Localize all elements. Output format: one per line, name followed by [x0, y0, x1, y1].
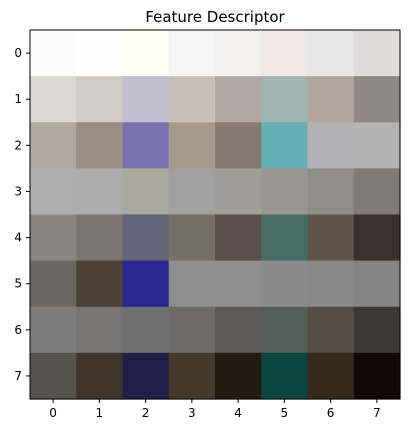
heatmap-cell-r3-c2	[122, 168, 170, 216]
x-axis: 0 1 2 3 4 5 6 7	[49, 399, 381, 420]
y-tick-label-4: 4	[14, 231, 22, 245]
heatmap-cell-r7-c2	[122, 352, 170, 400]
heatmap-cell-r7-c4	[215, 352, 262, 400]
y-tick-label-2: 2	[14, 138, 22, 152]
heatmap-cell-r0-c6	[307, 30, 355, 77]
heatmap-cell-r2-c1	[76, 122, 124, 169]
heatmap-cell-r1-c7	[353, 76, 401, 123]
heatmap-cell-r0-c0	[30, 30, 77, 77]
heatmap-cell-r7-c1	[76, 352, 124, 400]
heatmap-cell-r7-c7	[353, 352, 401, 400]
heatmap-cell-r0-c3	[168, 30, 216, 77]
x-tick-label-7: 7	[373, 406, 381, 420]
heatmap-cell-r3-c3	[168, 168, 216, 216]
heatmap-cell-r2-c5	[261, 122, 309, 169]
x-tick-label-3: 3	[188, 406, 196, 420]
x-tick-label-5: 5	[281, 406, 289, 420]
heatmap-cell-r6-c3	[168, 306, 216, 354]
heatmap-cell-r7-c5	[261, 352, 309, 400]
heatmap-cell-r7-c0	[30, 352, 77, 400]
heatmap-cell-r3-c6	[307, 168, 355, 216]
heatmap-cell-r3-c7	[353, 168, 401, 216]
heatmap-cell-r1-c5	[261, 76, 309, 123]
y-tick-label-5: 5	[14, 277, 22, 291]
x-tick-label-0: 0	[49, 406, 57, 420]
x-tick-label-2: 2	[142, 406, 150, 420]
heatmap-cell-r0-c2	[122, 30, 170, 77]
heatmap-cell-r1-c0	[30, 76, 77, 123]
heatmap-cell-r4-c3	[168, 214, 216, 262]
y-tick-label-3: 3	[14, 184, 22, 198]
heatmap-cell-r4-c0	[30, 214, 77, 262]
x-tick-label-1: 1	[96, 406, 104, 420]
heatmap-cell-r2-c0	[30, 122, 77, 169]
heatmap-cell-r6-c6	[307, 306, 355, 354]
heatmap-cell-r5-c7	[353, 260, 401, 308]
y-tick-label-0: 0	[14, 46, 22, 60]
heatmap-cell-r1-c1	[76, 76, 124, 123]
heatmap-cell-r5-c4	[215, 260, 262, 308]
heatmap-cell-r2-c3	[168, 122, 216, 169]
heatmap-cell-r5-c2	[122, 260, 170, 308]
x-tick-label-6: 6	[327, 406, 335, 420]
heatmap-cell-r3-c5	[261, 168, 309, 216]
heatmap-cell-r4-c5	[261, 214, 309, 262]
heatmap-cell-r0-c7	[353, 30, 401, 77]
heatmap-cell-r4-c2	[122, 214, 170, 262]
heatmap-cell-r4-c4	[215, 214, 262, 262]
heatmap-cell-r6-c1	[76, 306, 124, 354]
heatmap-cell-r4-c6	[307, 214, 355, 262]
heatmap-cell-r5-c0	[30, 260, 77, 308]
heatmap-cell-r6-c2	[122, 306, 170, 354]
y-tick-label-1: 1	[14, 92, 22, 106]
heatmap-cell-r3-c1	[76, 168, 124, 216]
heatmap-cell-r4-c1	[76, 214, 124, 262]
heatmap-cell-r0-c5	[261, 30, 309, 77]
heatmap-cell-r2-c6	[307, 122, 355, 169]
heatmap-cell-r4-c7	[353, 214, 401, 262]
heatmap-cells	[30, 30, 401, 400]
heatmap-cell-r1-c6	[307, 76, 355, 123]
heatmap-cell-r2-c7	[353, 122, 401, 169]
plot-frame	[29, 29, 401, 400]
chart-title: Feature Descriptor	[145, 8, 285, 26]
heatmap-cell-r2-c2	[122, 122, 170, 169]
heatmap-cell-r5-c6	[307, 260, 355, 308]
heatmap-cell-r6-c4	[215, 306, 262, 354]
heatmap-cell-r6-c5	[261, 306, 309, 354]
x-tick-label-4: 4	[234, 406, 242, 420]
heatmap-cell-r5-c5	[261, 260, 309, 308]
heatmap-cell-r3-c4	[215, 168, 262, 216]
heatmap-cell-r3-c0	[30, 168, 77, 216]
heatmap-cell-r5-c3	[168, 260, 216, 308]
heatmap-cell-r7-c3	[168, 352, 216, 400]
heatmap-cell-r5-c1	[76, 260, 124, 308]
heatmap-cell-r7-c6	[307, 352, 355, 400]
y-tick-label-7: 7	[14, 369, 22, 383]
heatmap-cell-r1-c3	[168, 76, 216, 123]
heatmap-cell-r2-c4	[215, 122, 262, 169]
heatmap-cell-r0-c1	[76, 30, 124, 77]
heatmap-cell-r1-c4	[215, 76, 262, 123]
y-axis: 0 1 2 3 4 5 6 7	[14, 46, 30, 383]
y-tick-label-6: 6	[14, 323, 22, 337]
heatmap-cell-r6-c0	[30, 306, 77, 354]
heatmap-cell-r1-c2	[122, 76, 170, 123]
heatmap-cell-r6-c7	[353, 306, 401, 354]
heatmap-cell-r0-c4	[215, 30, 262, 77]
